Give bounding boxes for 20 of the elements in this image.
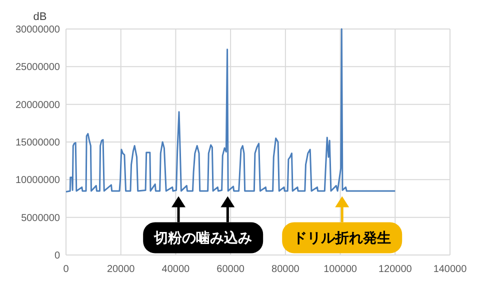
annotation: 切粉の噛み込み [153,230,252,246]
x-tick-label: 80000 [272,264,300,275]
x-tick-label: 100000 [324,264,358,275]
annotation: ドリル折れ発生 [282,196,402,254]
y-tick-label: 30000000 [16,24,60,36]
annotation: ドリル折れ発生 [293,230,392,246]
y-tick-label: 15000000 [16,138,60,148]
x-tick-label: 60000 [216,264,245,275]
x-tick-label: 120000 [378,264,412,275]
y-tick-label: 20000000 [16,100,60,111]
y-axis-title: dB [33,11,47,23]
x-tick-label: 40000 [162,264,190,275]
y-tick-label: 10000000 [16,175,60,186]
annotation: 切粉の噛み込み [143,196,264,254]
y-tick-label: 0 [54,250,60,262]
y-tick-label: 25000000 [16,62,60,74]
x-tick-label: 140000 [433,264,468,275]
x-tick-label: 0 [63,264,70,275]
y-tick-label: 5000000 [21,212,60,224]
x-tick-label: 20000 [106,264,136,275]
